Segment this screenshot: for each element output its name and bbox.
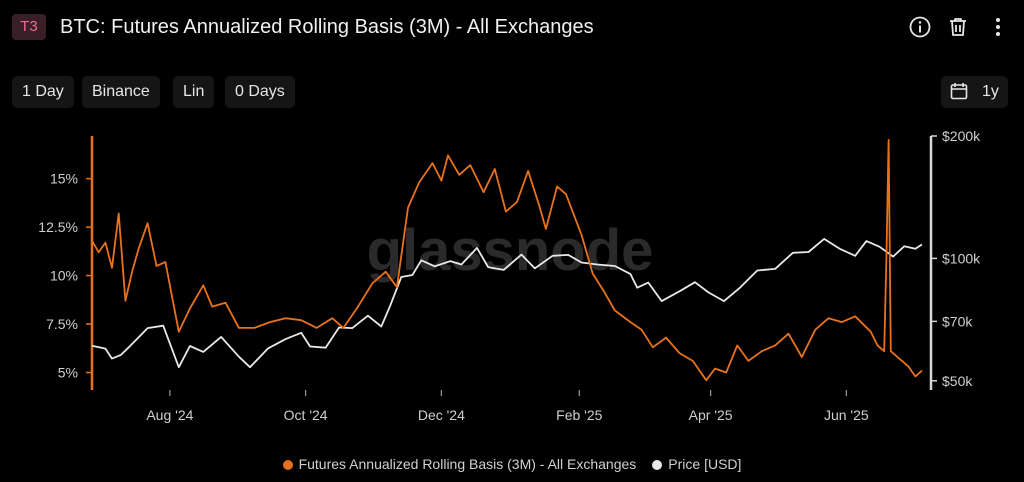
left-axis-tick-label: 10% bbox=[50, 268, 78, 284]
x-axis-tick-label: Aug '24 bbox=[146, 407, 193, 423]
calendar-icon bbox=[950, 80, 968, 112]
more-vertical-icon[interactable] bbox=[986, 15, 1010, 39]
legend-item-basis[interactable]: Futures Annualized Rolling Basis (3M) - … bbox=[282, 456, 637, 472]
basis-series-line bbox=[91, 138, 923, 382]
range-label: 1y bbox=[982, 83, 999, 100]
scale-select[interactable]: Lin bbox=[173, 76, 215, 108]
left-axis-tick-label: 15% bbox=[50, 171, 78, 187]
chart-area: glassnode 5% 7.5% 10% 12.5% 15% $50k $70k $100… bbox=[0, 120, 1024, 450]
info-icon[interactable] bbox=[908, 15, 932, 39]
right-axis-tick-label: $50k bbox=[942, 373, 973, 389]
legend-dot bbox=[282, 460, 293, 470]
x-axis-tick-label: Feb '25 bbox=[556, 407, 602, 423]
right-axis-tick-label: $200k bbox=[942, 128, 981, 144]
left-axis-tick-label: 12.5% bbox=[38, 219, 78, 235]
x-axis-tick-label: Jun '25 bbox=[824, 407, 869, 423]
chart-svg: glassnode 5% 7.5% 10% 12.5% 15% $50k $70k $100… bbox=[38, 128, 981, 423]
resolution-select[interactable]: 1 Day bbox=[12, 76, 74, 108]
legend-label: Price [USD] bbox=[668, 456, 742, 472]
x-axis-tick-label: Apr '25 bbox=[689, 407, 733, 423]
chart-header: T3 BTC: Futures Annualized Rolling Basis… bbox=[0, 0, 1024, 56]
left-axis-tick-label: 7.5% bbox=[46, 316, 78, 332]
exchange-select[interactable]: Binance bbox=[82, 76, 160, 108]
legend-label: Futures Annualized Rolling Basis (3M) - … bbox=[298, 456, 637, 472]
right-axis-tick-label: $70k bbox=[942, 313, 973, 329]
legend-item-price[interactable]: Price [USD] bbox=[652, 456, 741, 472]
x-axis-tick-label: Oct '24 bbox=[284, 407, 328, 423]
price-series-line bbox=[91, 238, 923, 369]
left-axis-tick-label: 5% bbox=[58, 364, 78, 380]
legend-dot bbox=[652, 460, 663, 470]
chart-toolbar: 1 Day Binance Lin 0 Days 1y bbox=[0, 76, 1024, 108]
smoothing-select[interactable]: 0 Days bbox=[225, 76, 295, 108]
chart-legend: Futures Annualized Rolling Basis (3M) - … bbox=[0, 456, 1024, 476]
watermark-text: glassnode bbox=[367, 218, 654, 283]
trash-icon[interactable] bbox=[946, 15, 970, 39]
tier-badge: T3 bbox=[12, 14, 46, 40]
right-axis-tick-label: $100k bbox=[942, 250, 981, 266]
x-axis-tick-label: Dec '24 bbox=[418, 407, 465, 423]
chart-title: BTC: Futures Annualized Rolling Basis (3… bbox=[60, 16, 594, 38]
range-select[interactable]: 1y bbox=[941, 76, 1008, 108]
